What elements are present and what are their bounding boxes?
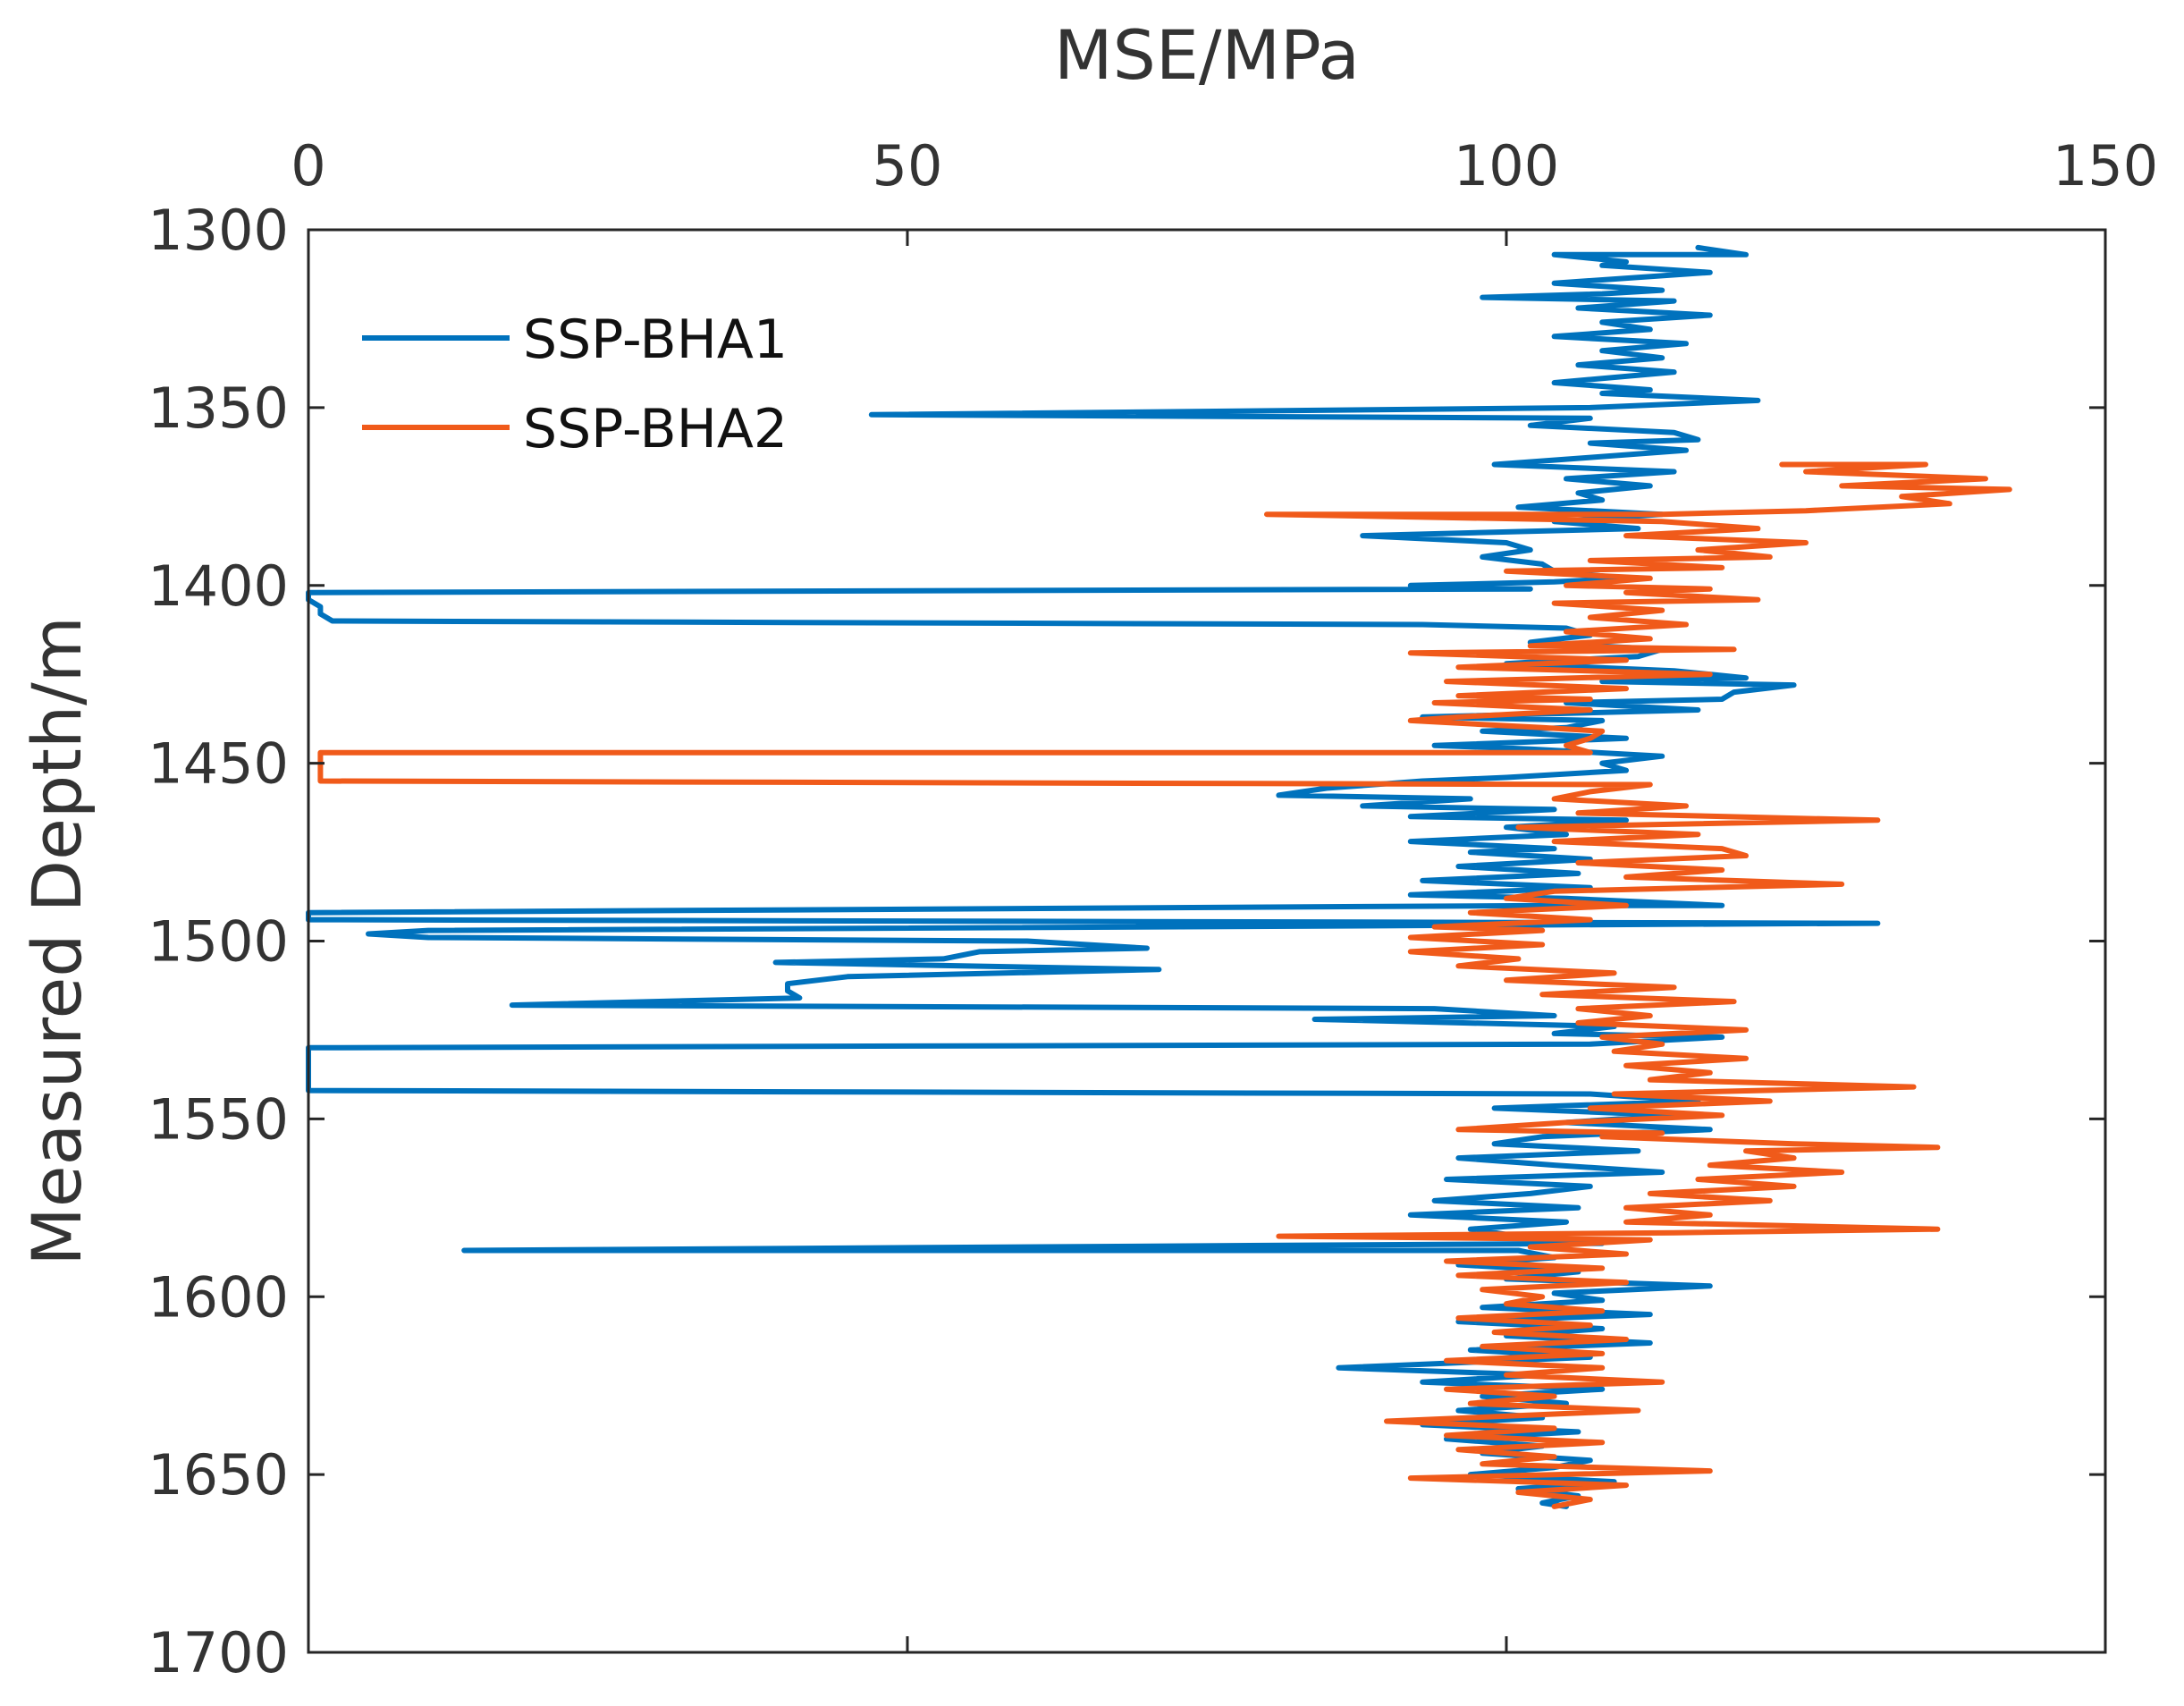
ticks-layer: 0 50 100 150 1300 1350 1400 1450 1500 1550 1600 165… [148,133,2158,1685]
y-tick-label: 1550 [148,1086,289,1152]
x-tick-label: 0 [291,133,325,198]
legend-label-ssp-bha2: SSP-BHA2 [523,398,788,460]
series-layer [306,244,2012,1509]
legend: SSP-BHA1 SSP-BHA2 [362,308,788,460]
y-tick-label: 1300 [148,198,289,263]
y-tick-label: 1500 [148,909,289,975]
x-tick-label: 100 [1454,133,1559,198]
x-tick-label: 150 [2053,133,2158,198]
y-tick-label: 1350 [148,376,289,441]
y-tick-label: 1650 [148,1442,289,1508]
y-axis-label: Measured Depth/m [17,616,97,1266]
y-tick-label: 1600 [148,1264,289,1330]
x-axis-label: MSE/MPa [1054,15,1360,95]
y-tick-label: 1450 [148,731,289,797]
series-line-ssp-bha2 [317,461,2012,1509]
y-tick-label: 1700 [148,1620,289,1685]
legend-label-ssp-bha1: SSP-BHA1 [523,308,788,371]
y-tick-label: 1400 [148,553,289,619]
x-tick-label: 50 [873,133,943,198]
